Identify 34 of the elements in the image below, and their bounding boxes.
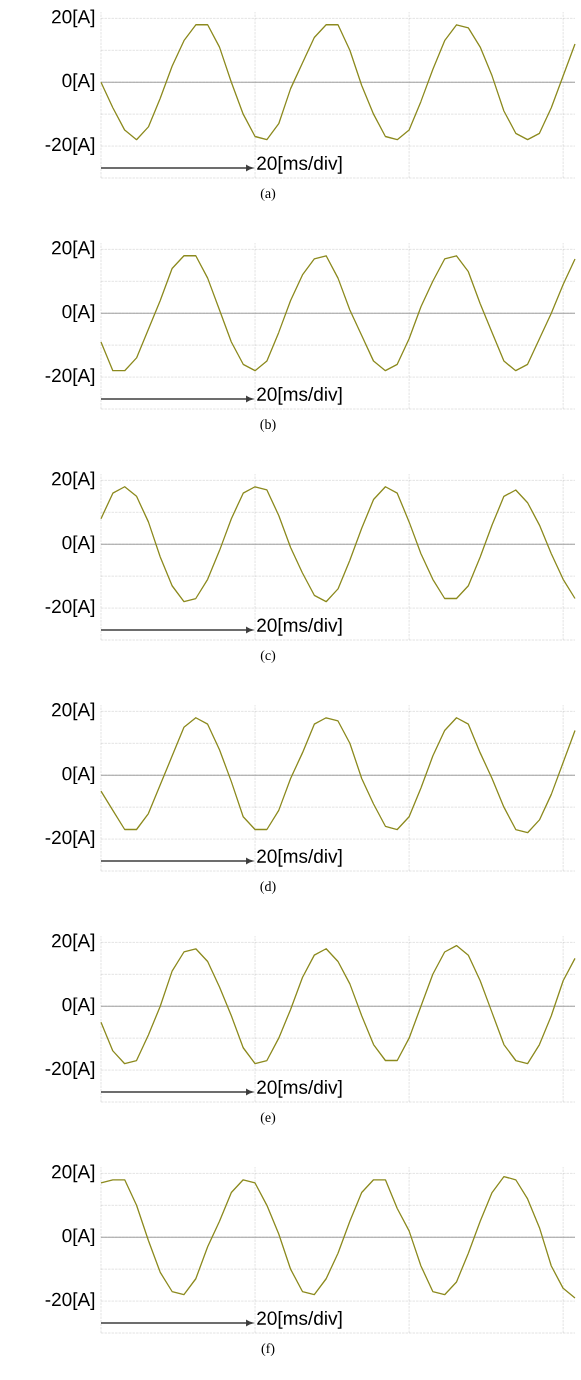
y-tick-label: -20[A]	[45, 137, 95, 155]
text: (b)	[260, 419, 276, 432]
y-tick-label: 0[A]	[62, 304, 95, 323]
y-tick-label: -20[A]	[45, 599, 95, 617]
y-tick-label: -20[A]	[45, 1292, 95, 1310]
y-tick-label: 20[A]	[52, 471, 95, 490]
annotation: 20[ms/div]	[257, 386, 342, 405]
text: (c)	[260, 650, 276, 663]
line-series	[100, 944, 576, 1065]
y-tick-label: 20[A]	[52, 9, 95, 28]
y-tick-label: 20[A]	[52, 933, 95, 952]
text: (d)	[260, 881, 276, 894]
text: (e)	[260, 1112, 276, 1125]
annotation: 20[ms/div]	[257, 1080, 342, 1098]
line-series	[100, 1175, 576, 1299]
annotation: 20[ms/div]	[257, 849, 342, 867]
annotation: 20[ms/div]	[257, 618, 342, 636]
y-tick-label: 0[A]	[62, 766, 95, 785]
y-tick-label: 20[A]	[52, 240, 95, 259]
y-tick-label: 20[A]	[52, 1164, 95, 1183]
annotation: 20[ms/div]	[257, 1311, 342, 1329]
line-series	[100, 486, 576, 603]
y-tick-label: -20[A]	[45, 1061, 95, 1079]
line-series	[100, 255, 576, 372]
y-tick-label: 0[A]	[62, 997, 95, 1016]
y-tick-label: -20[A]	[45, 368, 95, 386]
y-tick-label: 0[A]	[62, 73, 95, 92]
y-tick-label: 0[A]	[62, 535, 95, 554]
annotation: 20[ms/div]	[257, 155, 342, 174]
text: (f)	[261, 1343, 275, 1357]
y-tick-label: 0[A]	[62, 1228, 95, 1247]
text: (a)	[260, 188, 276, 201]
y-tick-label: 20[A]	[52, 702, 95, 721]
y-tick-label: -20[A]	[45, 830, 95, 848]
